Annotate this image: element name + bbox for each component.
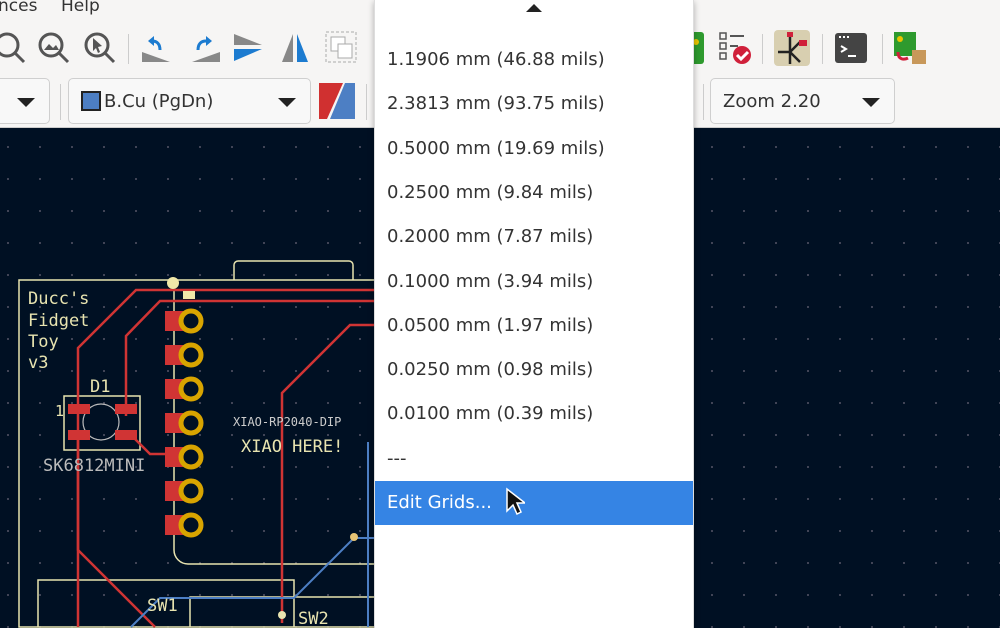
separator <box>703 84 704 120</box>
through-hole-pad <box>178 512 204 538</box>
separator <box>366 84 367 120</box>
grid-option[interactable]: 0.2000 mm (7.87 mils) <box>387 226 594 248</box>
d1-pin1-label: 1 <box>55 402 64 420</box>
grid-option[interactable]: 0.5000 mm (19.69 mils) <box>387 137 605 159</box>
xiao-note: XIAO HERE! <box>241 437 343 457</box>
xiao-pads <box>165 308 204 538</box>
sw2-reference: SW2 <box>298 609 329 628</box>
menu-separator: --- <box>387 447 407 469</box>
grid-option[interactable]: 0.2500 mm (9.84 mils) <box>387 181 594 203</box>
menu-help[interactable]: Help <box>61 0 100 16</box>
chevron-down-icon <box>278 98 296 107</box>
chevron-down-icon <box>17 98 35 107</box>
grid-option[interactable]: 1.1906 mm (46.88 mils) <box>387 49 605 70</box>
separator <box>882 34 883 64</box>
d1-value: SK6812MINI <box>43 456 145 476</box>
zoom-select[interactable]: Zoom 2.20 <box>710 78 895 124</box>
sw1-reference: SW1 <box>147 596 178 616</box>
grid-option[interactable]: 0.0250 mm (0.98 mils) <box>387 359 594 381</box>
zoom-select-value: Zoom 2.20 <box>723 90 821 112</box>
grid-dropdown-menu: 1.1906 mm (46.88 mils) 2.3813 mm (93.75 m… <box>374 0 694 628</box>
track-width-select[interactable] <box>0 78 50 124</box>
grid-option[interactable]: 0.0500 mm (1.97 mils) <box>387 314 594 336</box>
plugin-pcb-icon[interactable] <box>892 30 928 66</box>
scripting-console-icon[interactable] <box>834 30 870 66</box>
through-hole-pad <box>178 308 204 334</box>
through-hole-pad <box>178 410 204 436</box>
board-title-line: v3 <box>28 353 48 373</box>
layer-select[interactable]: B.Cu (PgDn) <box>68 78 311 124</box>
separator <box>822 34 823 64</box>
through-hole-pad <box>178 342 204 368</box>
layer-color-swatch <box>81 91 101 111</box>
d1-reference: D1 <box>90 377 110 397</box>
grid-option[interactable]: 2.3813 mm (93.75 mils) <box>387 93 605 115</box>
through-hole-pad <box>178 376 204 402</box>
through-hole-pad <box>178 444 204 470</box>
separator <box>60 84 61 120</box>
separator <box>128 34 129 64</box>
mirror-horizontal-icon[interactable] <box>278 30 314 66</box>
grid-option[interactable]: Edit Grids... <box>375 481 693 525</box>
separator <box>762 34 763 64</box>
drc-checklist-icon[interactable] <box>718 30 754 66</box>
xiao-value: XIAO-RP2040-DIP <box>233 415 341 429</box>
menu-preferences[interactable]: nces <box>0 0 38 16</box>
through-hole-pad <box>178 478 204 504</box>
grid-option[interactable]: 0.0100 mm (0.39 mils) <box>387 403 594 425</box>
rotate-ccw-icon[interactable] <box>140 30 176 66</box>
group-icon[interactable] <box>324 30 360 66</box>
chevron-down-icon <box>862 98 880 107</box>
zoom-selection-icon[interactable] <box>82 30 118 66</box>
grid-option[interactable]: 0.1000 mm (3.94 mils) <box>387 270 594 292</box>
layer-pair-icon[interactable] <box>319 83 355 119</box>
layer-select-value: B.Cu (PgDn) <box>104 90 214 112</box>
mouse-cursor-icon <box>506 487 525 516</box>
board-title-line: Fidget <box>28 311 89 331</box>
rotate-cw-icon[interactable] <box>186 30 222 66</box>
board-title-line: Ducc's <box>28 289 89 309</box>
zoom-fit-icon[interactable] <box>0 30 28 66</box>
zoom-objects-icon[interactable] <box>36 30 72 66</box>
board-title-line: Toy <box>28 332 59 352</box>
mirror-vertical-icon[interactable] <box>232 30 268 66</box>
schematic-icon[interactable] <box>774 30 810 66</box>
scroll-up-arrow-icon[interactable] <box>526 4 542 12</box>
